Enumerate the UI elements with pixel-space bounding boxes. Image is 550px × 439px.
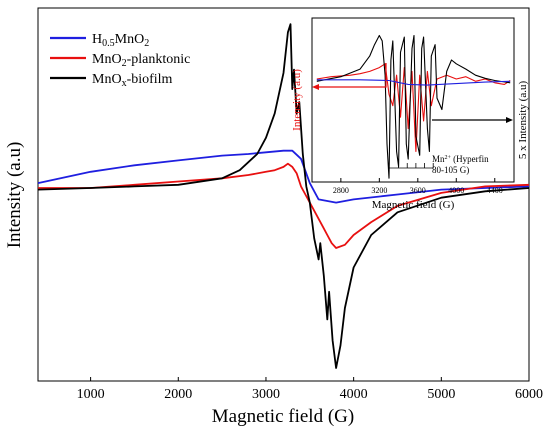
main-x-tick-label: 6000 — [515, 387, 543, 402]
legend-item-mnox-biofilm: MnOx-biofilm — [50, 72, 173, 89]
inset-x-tick-label: 2800 — [333, 186, 349, 195]
main-x-ticks: 1000 2000 3000 4000 5000 6000 — [77, 377, 543, 402]
main-x-tick-label: 5000 — [427, 387, 455, 402]
inset-right-axis-label: 5 x Intensity (a.u) — [517, 81, 529, 160]
legend-label-h05mno2: H0.5MnO2 — [92, 32, 149, 49]
inset-annotation: Mn2+ (Hyperfin 80-105 G) — [432, 154, 489, 175]
main-series-h0-5mno2 — [37, 149, 530, 204]
inset-left-arrow — [312, 63, 387, 90]
inset-x-axis-label: Magnetic field (G) — [372, 199, 455, 211]
legend: H0.5MnO2 MnO2-planktonic MnOx-biofilm — [50, 32, 190, 89]
main-plot-frame — [37, 7, 530, 382]
legend-label-mno2-planktonic: MnO2-planktonic — [92, 52, 190, 69]
main-series-mnox-biofilm — [37, 23, 530, 369]
inset-x-tick-label: 3200 — [371, 186, 387, 195]
inset-right-arrow — [432, 117, 513, 123]
inset-x-ticks: 2800 3200 3600 4000 4400 — [333, 178, 503, 195]
inset-series-h0-5mno2 — [316, 79, 511, 86]
main-x-tick-label: 4000 — [340, 387, 368, 402]
inset-chart: 2800 3200 3600 4000 4400 Magnetic field (G) … — [291, 17, 529, 211]
inset-x-tick-label: 4400 — [487, 186, 503, 195]
main-x-tick-label: 2000 — [164, 387, 192, 402]
legend-label-mnox-biofilm: MnOx-biofilm — [92, 72, 173, 89]
inset-x-tick-label: 4000 — [448, 186, 464, 195]
inset-series-mno2-planktonic — [316, 63, 511, 153]
main-y-axis-label: Intensity (a.u) — [4, 142, 25, 249]
main-x-axis-label: Magnetic field (G) — [212, 406, 354, 427]
main-chart: 1000 2000 3000 4000 5000 6000 Magnetic field … — [4, 7, 543, 427]
legend-item-mno2-planktonic: MnO2-planktonic — [50, 52, 190, 69]
inset-plot-frame — [311, 17, 515, 183]
inset-series-mnox-biofilm — [316, 34, 511, 179]
inset-series-group — [316, 34, 511, 179]
main-x-tick-label: 1000 — [77, 387, 105, 402]
main-series-mno2-planktonic — [38, 162, 530, 249]
main-x-tick-label: 3000 — [252, 387, 280, 402]
inset-x-tick-label: 3600 — [410, 186, 426, 195]
inset-y-axis-label: Intensity (a.u) — [291, 69, 303, 131]
main-series-group — [37, 23, 530, 369]
legend-item-h05mno2: H0.5MnO2 — [50, 32, 149, 49]
hyperfine-bracket — [388, 163, 434, 169]
